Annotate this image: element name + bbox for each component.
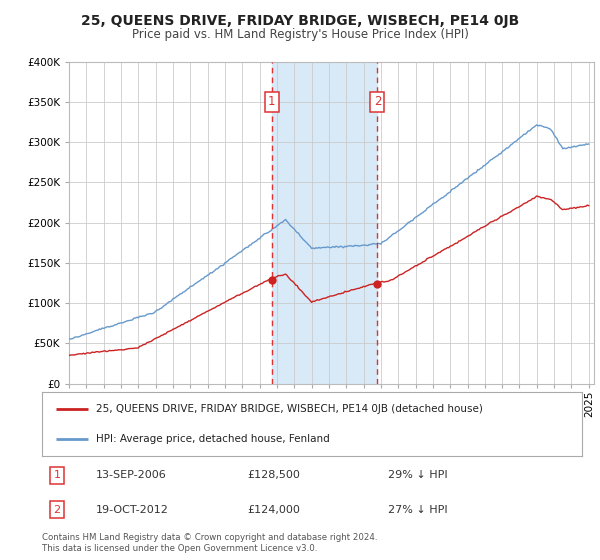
Text: 29% ↓ HPI: 29% ↓ HPI — [388, 470, 447, 480]
Text: 19-OCT-2012: 19-OCT-2012 — [96, 505, 169, 515]
Bar — [272, 62, 377, 384]
Text: HPI: Average price, detached house, Fenland: HPI: Average price, detached house, Fenl… — [96, 434, 330, 444]
Text: 1: 1 — [268, 95, 275, 108]
Text: 2: 2 — [374, 95, 381, 108]
Text: 1: 1 — [53, 470, 61, 480]
Text: £128,500: £128,500 — [247, 470, 300, 480]
Text: 2: 2 — [53, 505, 61, 515]
Text: 13-SEP-2006: 13-SEP-2006 — [96, 470, 167, 480]
Text: Contains HM Land Registry data © Crown copyright and database right 2024.
This d: Contains HM Land Registry data © Crown c… — [42, 533, 377, 553]
Text: Price paid vs. HM Land Registry's House Price Index (HPI): Price paid vs. HM Land Registry's House … — [131, 28, 469, 41]
Text: 25, QUEENS DRIVE, FRIDAY BRIDGE, WISBECH, PE14 0JB (detached house): 25, QUEENS DRIVE, FRIDAY BRIDGE, WISBECH… — [96, 404, 483, 414]
Text: 25, QUEENS DRIVE, FRIDAY BRIDGE, WISBECH, PE14 0JB: 25, QUEENS DRIVE, FRIDAY BRIDGE, WISBECH… — [81, 14, 519, 28]
Text: 27% ↓ HPI: 27% ↓ HPI — [388, 505, 447, 515]
Text: £124,000: £124,000 — [247, 505, 300, 515]
